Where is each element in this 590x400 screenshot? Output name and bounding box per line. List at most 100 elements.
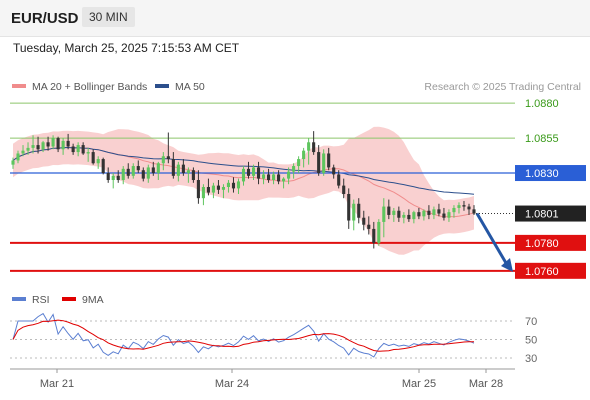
candle-body	[56, 138, 60, 150]
candle-body	[332, 167, 336, 175]
candle-body	[151, 167, 155, 174]
candle-body	[211, 185, 215, 193]
candle	[277, 170, 281, 185]
candle	[126, 163, 130, 179]
candle-body	[312, 142, 316, 153]
candle	[452, 205, 456, 218]
candle-body	[407, 214, 411, 220]
candle-body	[397, 210, 401, 218]
candle	[131, 163, 135, 179]
pivot-price-tag	[515, 165, 586, 182]
candle	[51, 135, 55, 150]
candle-body	[362, 217, 366, 225]
chart-header: EUR/USD 30 MIN	[0, 0, 590, 37]
target-level-label: 1.0855	[525, 133, 559, 145]
rsi-line	[12, 312, 475, 358]
candle	[106, 167, 110, 183]
candle-body	[121, 168, 125, 181]
candle	[246, 161, 251, 179]
candle-body	[86, 152, 90, 154]
timeframe-badge[interactable]: 30 MIN	[82, 7, 135, 27]
candle	[206, 178, 210, 196]
candle	[357, 198, 361, 224]
candle	[337, 170, 341, 189]
x-tick-label: Mar 25	[402, 378, 436, 390]
candle-body	[457, 205, 461, 208]
candle	[342, 178, 346, 199]
candle	[46, 136, 50, 151]
candle	[216, 180, 220, 194]
candle	[231, 177, 236, 193]
candle	[56, 136, 60, 153]
candle-body	[31, 145, 35, 148]
candle	[96, 156, 100, 169]
candle-body	[36, 145, 40, 150]
candle-body	[317, 152, 321, 174]
legend-label: MA 20 + Bollinger Bands	[32, 81, 147, 93]
candle	[417, 207, 421, 220]
candle	[447, 209, 451, 222]
candle	[402, 212, 406, 224]
candle-body	[427, 210, 431, 215]
chart-legend: MA 20 + Bollinger Bands MA 50	[12, 81, 205, 93]
candle-body	[11, 160, 15, 165]
rsi-legend-label: RSI	[32, 294, 50, 306]
candle-body	[231, 182, 236, 189]
rsi-legend: RSI 9MA	[12, 294, 104, 306]
candle-body	[322, 153, 326, 174]
candle-body	[417, 212, 421, 217]
candle	[91, 149, 95, 165]
candle	[21, 145, 25, 157]
candle-body	[191, 170, 195, 181]
rsi-legend-swatch	[12, 297, 26, 301]
candle-body	[201, 187, 205, 199]
candle	[256, 161, 261, 185]
candle	[282, 177, 286, 189]
candle	[457, 202, 461, 214]
candle-body	[377, 221, 381, 243]
candle-body	[16, 153, 20, 161]
x-tick-label: Mar 24	[215, 378, 249, 390]
candle-body	[282, 178, 286, 182]
support-price-tag	[515, 234, 586, 251]
candle-body	[246, 168, 251, 176]
candle	[226, 180, 231, 193]
candle	[71, 143, 75, 155]
candle-body	[251, 167, 256, 176]
candle-body	[71, 146, 75, 153]
candle	[332, 164, 336, 179]
rsi-axis-label: 50	[525, 335, 537, 347]
candle	[432, 206, 436, 220]
candle	[322, 149, 326, 176]
candle	[221, 184, 226, 199]
candle	[372, 221, 376, 249]
timestamp: Tuesday, March 25, 2025 7:15:53 AM CET	[13, 41, 240, 55]
forecast-arrow-head	[501, 258, 513, 273]
candle-body	[387, 206, 391, 215]
candle-body	[106, 173, 110, 181]
candle-body	[206, 187, 210, 193]
candle-body	[277, 174, 281, 182]
candle-body	[402, 214, 406, 218]
candle-body	[51, 138, 55, 147]
candle-body	[432, 209, 436, 215]
candle	[251, 164, 256, 181]
rsi-legend-swatch	[62, 297, 76, 301]
candle	[81, 142, 85, 155]
candle	[66, 133, 70, 150]
candle-body	[372, 228, 376, 243]
candle-body	[307, 142, 311, 151]
candle-body	[81, 145, 85, 154]
candle	[397, 206, 401, 222]
candle	[362, 210, 366, 231]
candle-body	[267, 174, 271, 181]
candle	[241, 166, 246, 186]
candle	[472, 205, 476, 215]
candle	[422, 209, 426, 221]
current-price-label: 1.0801	[525, 209, 559, 221]
candle-body	[136, 166, 140, 171]
candle	[121, 166, 125, 185]
support-level-label: 1.0780	[525, 238, 559, 250]
candle-body	[146, 167, 150, 179]
candle-body	[292, 166, 296, 172]
